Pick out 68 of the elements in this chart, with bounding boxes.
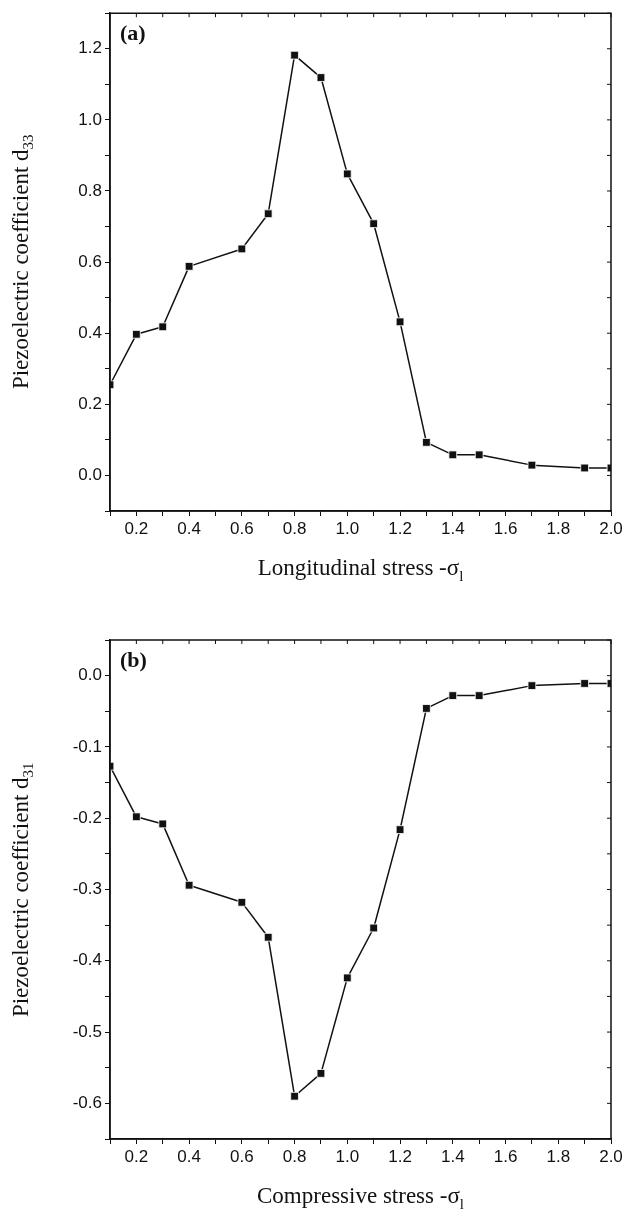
point (474, 450, 484, 460)
x-tick-label: 0.8 (282, 1146, 307, 1166)
point (395, 317, 405, 327)
point (580, 679, 589, 688)
point (395, 825, 405, 834)
point (369, 923, 378, 933)
point (580, 463, 589, 473)
x-tick-label: 1.6 (493, 518, 518, 538)
x-tick-label: 1.2 (388, 1146, 412, 1166)
point (237, 244, 247, 254)
x-tick-label: 0.4 (177, 1146, 201, 1166)
y-tick-label: -0.3 (72, 879, 102, 899)
annotation: (a) (120, 19, 146, 45)
point (290, 1091, 299, 1101)
point (132, 329, 141, 339)
point (474, 691, 484, 700)
point (158, 322, 168, 332)
y-tick-label: -0.4 (72, 950, 102, 970)
y-tick-label: 1.0 (78, 109, 102, 129)
point (263, 932, 273, 942)
point (343, 169, 352, 179)
point (263, 209, 273, 219)
point (343, 973, 352, 983)
x-axis-title: Longitudinal stress -σ$_{l}$ (256, 555, 465, 585)
y-tick-label: -0.5 (72, 1021, 102, 1041)
x-tick-label: 0.6 (230, 518, 254, 538)
point (527, 460, 537, 470)
x-tick-label: 1.8 (546, 518, 571, 538)
y-tick-label: 0.0 (78, 465, 102, 485)
x-tick-label: 2.0 (599, 1146, 623, 1166)
x-tick-label: 1.4 (440, 518, 465, 538)
point (369, 219, 378, 228)
point (448, 450, 458, 460)
x-tick-label: 0.6 (230, 1146, 254, 1166)
x-tick-label: 1.4 (440, 1146, 465, 1166)
point (237, 898, 247, 907)
point (132, 812, 141, 822)
y-tick-label: -0.1 (72, 736, 102, 756)
y-tick-label: 0.2 (78, 394, 102, 414)
point (527, 681, 537, 690)
x-tick-label: 1.2 (388, 518, 412, 538)
point (422, 704, 431, 713)
y-tick-label: -0.2 (72, 807, 102, 827)
x-tick-label: 1.0 (335, 518, 360, 538)
y-tick-label: 0.0 (78, 665, 102, 685)
point (158, 819, 168, 829)
point (316, 1069, 326, 1078)
y-tick-label: 1.2 (78, 38, 102, 58)
x-tick-label: 0.8 (282, 518, 307, 538)
y-tick-label: 0.6 (78, 251, 102, 271)
point (448, 691, 458, 700)
x-tick-label: 0.2 (124, 518, 149, 538)
point (422, 438, 431, 447)
y-tick-label: 0.8 (78, 180, 102, 200)
y-tick-label: -0.6 (72, 1093, 102, 1113)
x-tick-label: 1.0 (335, 1146, 360, 1166)
annotation: (b) (120, 646, 147, 672)
x-tick-label: 0.2 (124, 1146, 149, 1166)
point (290, 50, 299, 60)
x-tick-label: 2.0 (599, 518, 623, 538)
x-tick-label: 1.8 (546, 1146, 571, 1166)
y-tick-label: 0.4 (78, 322, 102, 342)
x-tick-label: 1.6 (493, 1146, 518, 1166)
x-axis-title: Compressive stress -σ$_{l}$ (256, 1183, 465, 1213)
x-tick-label: 0.4 (177, 518, 201, 538)
point (184, 880, 194, 890)
point (316, 73, 326, 82)
point (184, 262, 194, 271)
